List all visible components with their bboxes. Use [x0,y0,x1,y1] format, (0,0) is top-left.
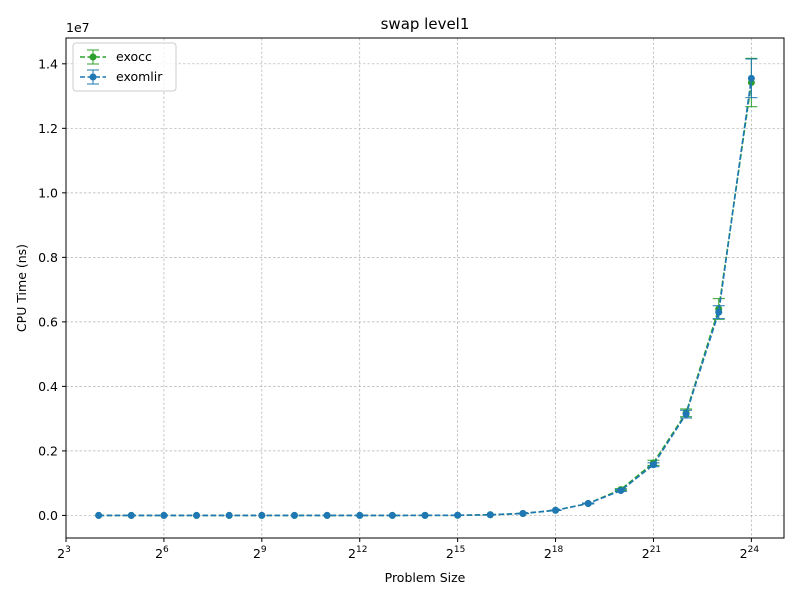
y-tick-label: 0.6 [38,314,58,329]
legend-entry-exomlir: exomlir [80,69,163,85]
chart-title: swap level1 [381,15,470,33]
data-point [225,511,233,519]
data-point [193,511,201,519]
plot-frame [65,37,785,539]
data-point [127,511,135,519]
y-tick-label: 0.4 [38,379,58,394]
legend-box [72,42,177,92]
data-point [323,511,331,519]
x-tick-label: 23 [57,545,71,561]
series-layer [95,57,758,519]
legend-marker-exocc [89,53,97,61]
y-axis-label: CPU Time (ns) [14,244,29,332]
y-multiplier-label: 1e7 [66,20,90,35]
series-exomlir [95,58,758,519]
y-tick-label: 0.8 [38,250,58,265]
data-point [617,487,625,495]
legend: exocc exomlir [72,42,177,92]
legend-entry-exocc: exocc [80,49,152,65]
x-tick-label: 26 [155,545,169,561]
y-tick-label: 1.0 [38,185,58,200]
data-point [552,506,560,514]
data-point [584,499,592,507]
data-point [454,511,462,519]
legend-label-exocc: exocc [116,49,152,64]
data-point [388,511,396,519]
series-line-exomlir [98,78,753,517]
y-tick-label: 1.2 [38,121,58,136]
data-point [715,308,723,316]
x-tick-label: 221 [642,545,661,561]
data-point [747,74,755,82]
legend-label-exomlir: exomlir [116,69,163,84]
data-point [649,461,657,469]
x-tick-label: 224 [740,545,760,561]
legend-marker-exomlir [89,73,97,81]
data-point [519,509,527,517]
x-tick-label: 212 [348,545,367,561]
data-point [421,511,429,519]
data-point [682,410,690,418]
x-tick-label: 218 [544,545,564,561]
x-tick-label: 29 [253,545,267,561]
x-axis-label: Problem Size [385,570,466,585]
data-point [356,511,364,519]
y-tick-label: 0.2 [38,443,58,458]
data-point [160,511,168,519]
data-point [95,511,103,519]
data-point [486,511,494,519]
data-point [258,511,266,519]
x-tick-label: 215 [446,545,465,561]
y-tick-label: 1.4 [38,56,58,71]
tick-layer: 23 26 29 212 215 218 221 224 0.0 0.2 0.4 0.6 0.8 1.0 1… [38,56,759,561]
y-tick-label: 0.0 [38,508,58,523]
data-point [290,511,298,519]
